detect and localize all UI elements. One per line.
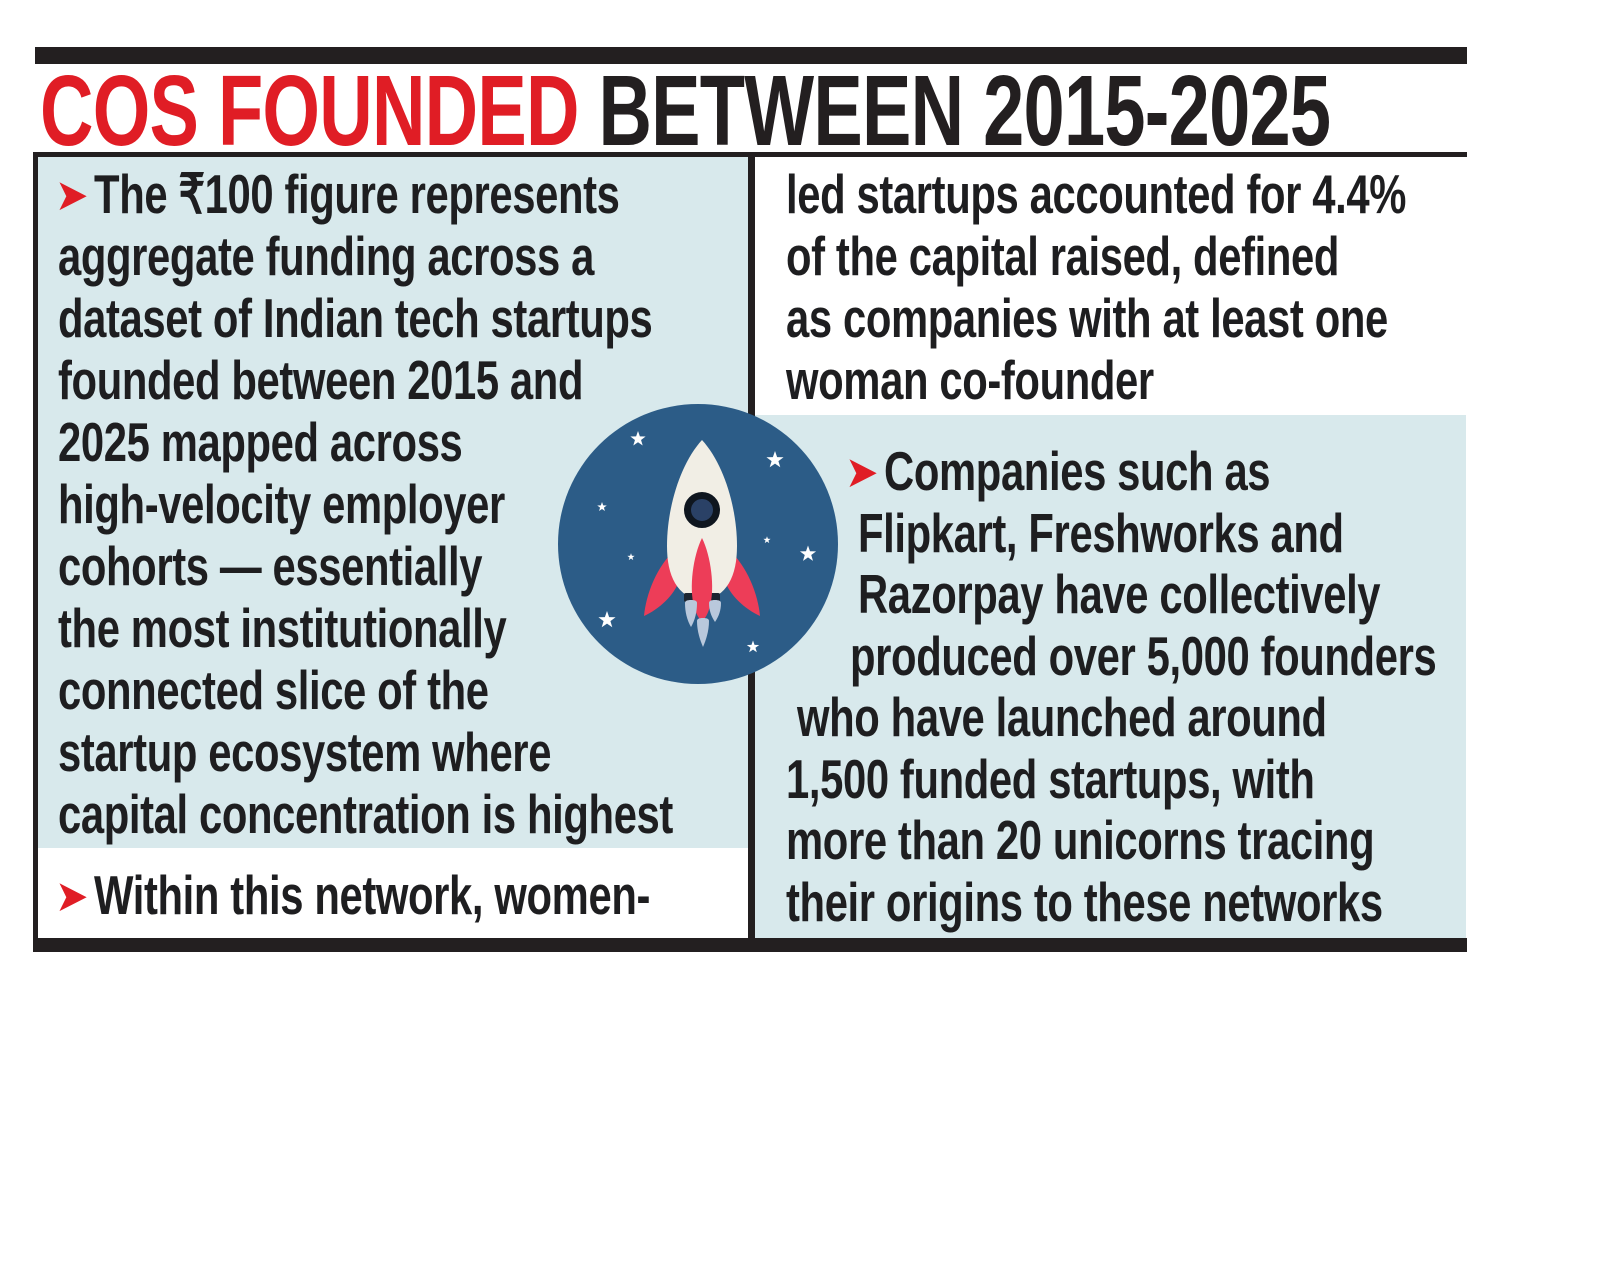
box-left-border — [33, 152, 38, 940]
paragraph-line: 1,500 funded startups, with — [786, 748, 1315, 810]
exhaust-flames — [685, 600, 721, 647]
paragraph-line: startup ecosystem where — [58, 721, 552, 783]
top-rule-bar — [35, 47, 1467, 64]
paragraph-line: more than 20 unicorns tracing — [786, 809, 1375, 871]
paragraph-line: the most institutionally — [58, 597, 507, 659]
paragraph-line: Within this network, women- — [94, 864, 651, 926]
paragraph-line: high-velocity employer — [58, 473, 505, 535]
paragraph-line: of the capital raised, defined — [786, 225, 1340, 287]
list-item: ➤ Within this network, women- — [55, 864, 650, 931]
rocket-launch-icon — [558, 404, 838, 684]
paragraph-line: produced over 5,000 founders — [850, 625, 1437, 687]
headline: COS FOUNDED BETWEEN 2015-2025 — [40, 61, 1331, 161]
paragraph-line: aggregate funding across a — [58, 225, 594, 287]
paragraph-line: Companies such as — [884, 440, 1271, 502]
paragraph-line: capital concentration is highest — [58, 783, 673, 845]
bullet-arrow-icon: ➤ — [845, 447, 879, 498]
paragraph-line: who have launched around — [797, 686, 1327, 748]
paragraph-line: The ₹100 figure represents — [94, 163, 620, 225]
headline-highlight: COS FOUNDED — [40, 55, 579, 167]
headline-rest: BETWEEN 2015-2025 — [578, 55, 1331, 167]
list-item: ➤ Companies such as — [845, 440, 1271, 507]
rocket-center-fin — [691, 538, 713, 621]
list-item: ➤ The ₹100 figure represents — [55, 163, 620, 230]
bullet-arrow-icon: ➤ — [55, 871, 89, 922]
bullet-arrow-icon: ➤ — [55, 170, 89, 221]
paragraph-line: Razorpay have collectively — [858, 563, 1381, 625]
paragraph-line: dataset of Indian tech startups — [58, 287, 653, 349]
paragraph-line: their origins to these networks — [786, 871, 1383, 933]
rocket-window — [684, 492, 720, 528]
paragraph-line: connected slice of the — [58, 659, 489, 721]
bottom-rule-bar — [33, 938, 1467, 952]
paragraph-line: led startups accounted for 4.4% — [786, 163, 1407, 225]
right-column-panel — [755, 415, 1466, 938]
paragraph-line: Flipkart, Freshworks and — [858, 502, 1344, 564]
paragraph-line: woman co-founder — [786, 349, 1154, 411]
paragraph-line: founded between 2015 and — [58, 349, 584, 411]
paragraph-line: cohorts — essentially — [58, 535, 483, 597]
paragraph-line: 2025 mapped across — [58, 411, 463, 473]
paragraph-line: as companies with at least one — [786, 287, 1388, 349]
